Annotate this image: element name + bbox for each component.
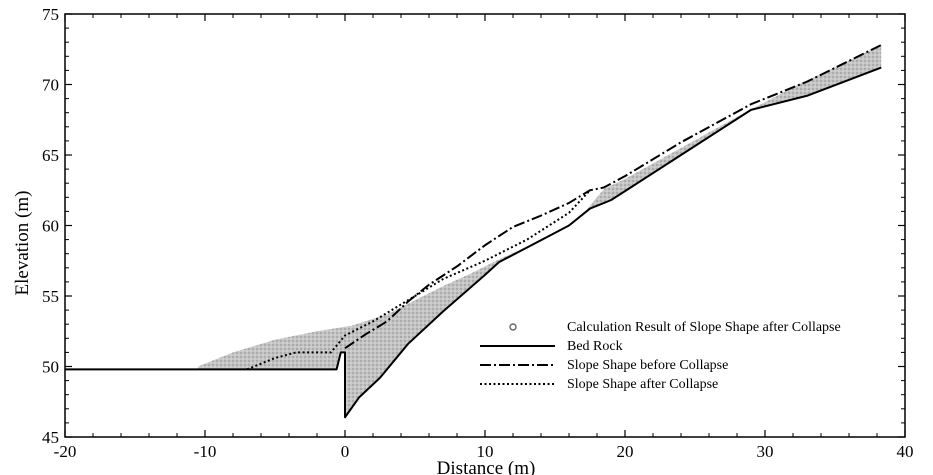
legend-label: Slope Shape before Collapse — [567, 358, 728, 373]
y-tick-label: 55 — [42, 287, 59, 306]
y-tick-label: 50 — [42, 358, 59, 377]
series-line-1 — [65, 66, 882, 419]
x-axis-title: Distance (m) — [437, 458, 536, 475]
plot-area — [65, 44, 882, 419]
x-tick-label: -20 — [54, 442, 77, 461]
legend-label: Calculation Result of Slope Shape after … — [567, 320, 841, 335]
legend: Calculation Result of Slope Shape after … — [480, 320, 841, 392]
legend-label: Bed Rock — [567, 339, 623, 354]
plot-frame — [64, 13, 906, 438]
y-tick-label: 70 — [42, 76, 59, 95]
y-tick-label: 45 — [42, 428, 59, 447]
legend-label: Slope Shape after Collapse — [567, 377, 718, 392]
x-tick-label: 30 — [757, 442, 774, 461]
y-tick-label: 65 — [42, 146, 59, 165]
x-tick-label: -10 — [194, 442, 217, 461]
series-line-2 — [344, 44, 882, 350]
y-tick-label: 75 — [42, 5, 59, 24]
x-tick-label: 40 — [897, 442, 914, 461]
x-tick-label: 10 — [477, 442, 494, 461]
y-axis-title: Elevation (m) — [12, 191, 33, 296]
y-tick-label: 60 — [42, 217, 59, 236]
legend-marker-calculated — [509, 323, 517, 331]
axes: -20 -10 0 10 20 30 40 45 50 55 60 65 70 75 — [42, 5, 914, 461]
x-tick-label: 0 — [341, 442, 350, 461]
x-tick-label: 20 — [617, 442, 634, 461]
